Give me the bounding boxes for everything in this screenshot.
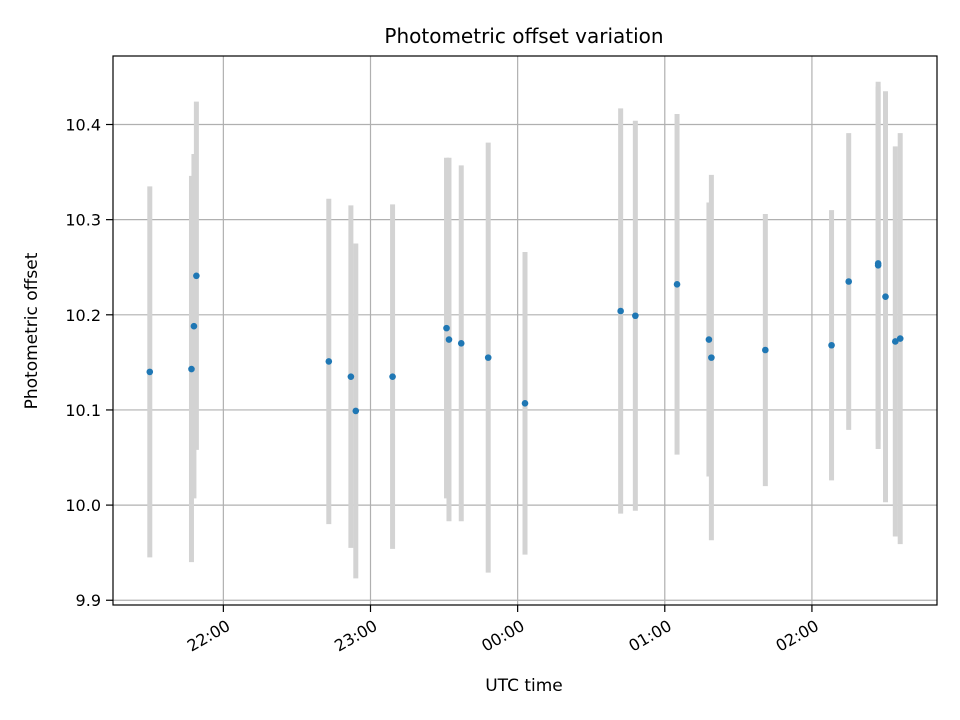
x-tick-label: 02:00 [772, 616, 821, 656]
data-point [484, 354, 492, 361]
data-point [389, 373, 396, 380]
data-point [443, 324, 450, 332]
data-point [882, 293, 889, 301]
data-point [188, 365, 195, 373]
data-point [708, 354, 715, 361]
x-axis: 22:00 23:00 00:00 01:00 02:00 [184, 605, 822, 656]
data-point [845, 278, 853, 285]
y-axis-label: Photometric offset [22, 252, 42, 409]
data-point [874, 260, 882, 267]
data-point [445, 336, 453, 343]
y-tick-label: 10.4 [65, 116, 101, 135]
data-point [762, 346, 769, 354]
data-point [352, 407, 360, 415]
y-tick-label: 10.1 [65, 401, 101, 420]
x-tick-label: 01:00 [625, 616, 674, 656]
data-point [896, 335, 904, 342]
data-point [521, 399, 529, 407]
y-axis: 9.9 10.0 10.1 10.2 10.3 10.4 [65, 116, 113, 610]
data-point [828, 341, 835, 349]
x-tick-label: 23:00 [331, 616, 380, 656]
data-point [705, 336, 713, 343]
data-point [617, 307, 624, 315]
x-axis-label: UTC time [485, 676, 563, 696]
data-point [632, 312, 639, 320]
error-bars [147, 81, 903, 579]
data-point [457, 340, 465, 347]
data-point [193, 272, 200, 280]
data-point [347, 373, 355, 380]
x-tick-label: 22:00 [184, 616, 233, 656]
data-markers [146, 260, 904, 415]
data-point [190, 322, 198, 330]
data-point [146, 368, 154, 376]
y-tick-label: 10.0 [65, 496, 101, 515]
x-tick-label: 00:00 [478, 616, 527, 656]
data-point [325, 358, 333, 365]
data-point [673, 281, 681, 288]
data-point [892, 338, 899, 345]
plot-frame [112, 55, 938, 606]
chart-title: Photometric offset variation [384, 24, 663, 48]
y-tick-label: 10.2 [65, 306, 101, 325]
y-tick-label: 9.9 [76, 591, 101, 610]
y-tick-label: 10.3 [65, 211, 101, 230]
